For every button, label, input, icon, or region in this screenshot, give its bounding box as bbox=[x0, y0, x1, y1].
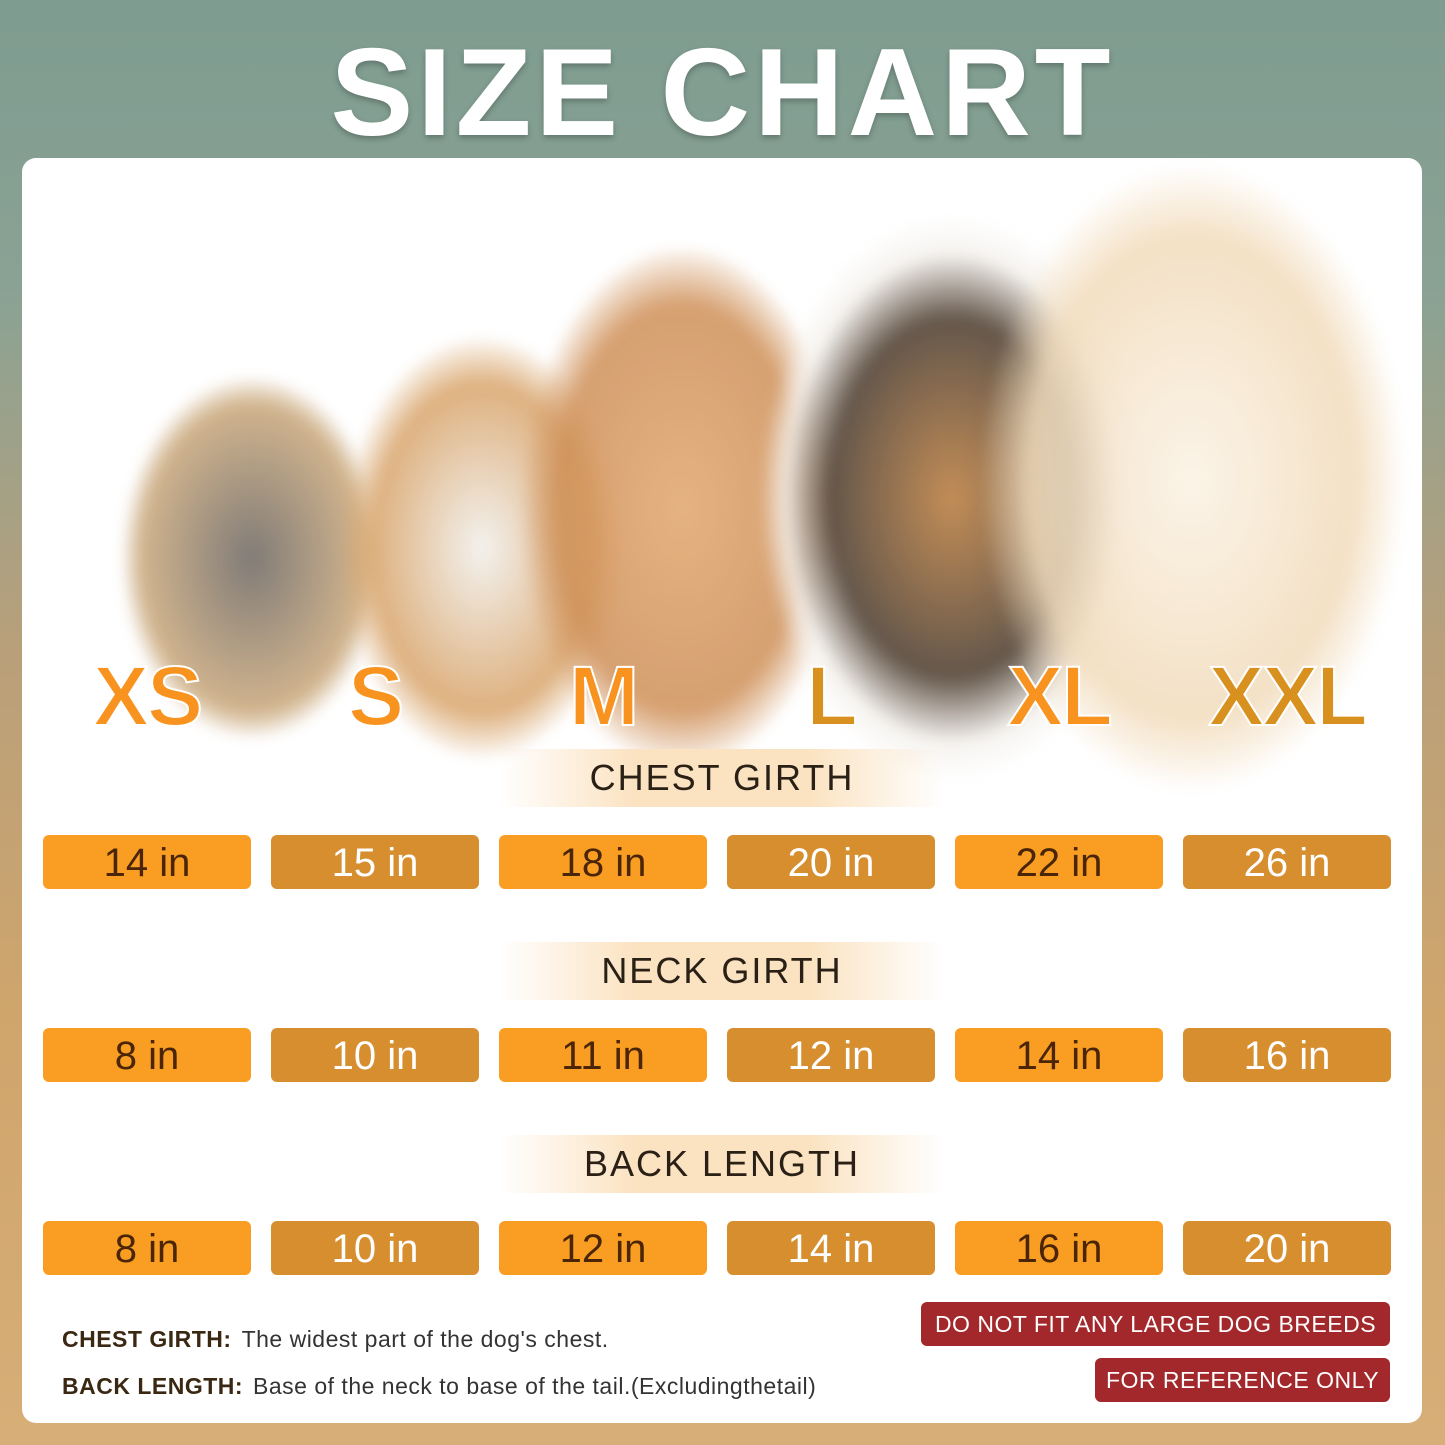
note-desc: The widest part of the dog's chest. bbox=[241, 1326, 609, 1352]
note-desc: Base of the neck to base of the tail.(Ex… bbox=[253, 1373, 817, 1399]
size-label-m: M bbox=[568, 648, 640, 744]
value-cell: 10 in bbox=[271, 1221, 479, 1275]
size-chart-card: XS S M L XL XXL CHEST GIRTH 14 in 15 in … bbox=[22, 158, 1422, 1423]
warning-reference: FOR REFERENCE ONLY bbox=[1095, 1358, 1390, 1402]
value-cell: 15 in bbox=[271, 835, 479, 889]
note-chest: CHEST GIRTH: The widest part of the dog's… bbox=[62, 1326, 609, 1353]
note-term: CHEST GIRTH: bbox=[62, 1326, 232, 1352]
value-cell: 14 in bbox=[43, 835, 251, 889]
value-cell: 20 in bbox=[727, 835, 935, 889]
dog-labrador bbox=[982, 168, 1402, 788]
size-label-l: L bbox=[805, 648, 858, 744]
value-cell: 20 in bbox=[1183, 1221, 1391, 1275]
value-cell: 8 in bbox=[43, 1221, 251, 1275]
size-label-s: S bbox=[347, 648, 405, 744]
value-cell: 26 in bbox=[1183, 835, 1391, 889]
warning-large-breeds: DO NOT FIT ANY LARGE DOG BREEDS bbox=[921, 1302, 1390, 1346]
value-cell: 22 in bbox=[955, 835, 1163, 889]
note-term: BACK LENGTH: bbox=[62, 1373, 244, 1399]
size-label-xl: XL bbox=[1006, 648, 1113, 744]
value-cell: 16 in bbox=[955, 1221, 1163, 1275]
page-title: SIZE CHART bbox=[330, 24, 1115, 162]
size-label-xs: XS bbox=[92, 648, 204, 744]
chest-row: 14 in 15 in 18 in 20 in 22 in 26 in bbox=[43, 835, 1393, 889]
note-back: BACK LENGTH: Base of the neck to base of … bbox=[62, 1373, 816, 1400]
neck-row: 8 in 10 in 11 in 12 in 14 in 16 in bbox=[43, 1028, 1393, 1082]
value-cell: 10 in bbox=[271, 1028, 479, 1082]
section-header-chest: CHEST GIRTH bbox=[500, 749, 944, 807]
value-cell: 11 in bbox=[499, 1028, 707, 1082]
dog-yorkie bbox=[122, 378, 382, 738]
value-cell: 8 in bbox=[43, 1028, 251, 1082]
value-cell: 16 in bbox=[1183, 1028, 1391, 1082]
back-row: 8 in 10 in 12 in 14 in 16 in 20 in bbox=[43, 1221, 1393, 1275]
value-cell: 14 in bbox=[955, 1028, 1163, 1082]
value-cell: 18 in bbox=[499, 835, 707, 889]
section-header-neck: NECK GIRTH bbox=[500, 942, 944, 1000]
dogs-photo bbox=[22, 158, 1422, 808]
value-cell: 12 in bbox=[727, 1028, 935, 1082]
value-cell: 14 in bbox=[727, 1221, 935, 1275]
size-label-xxl: XXL bbox=[1207, 648, 1368, 744]
value-cell: 12 in bbox=[499, 1221, 707, 1275]
section-header-back: BACK LENGTH bbox=[500, 1135, 944, 1193]
